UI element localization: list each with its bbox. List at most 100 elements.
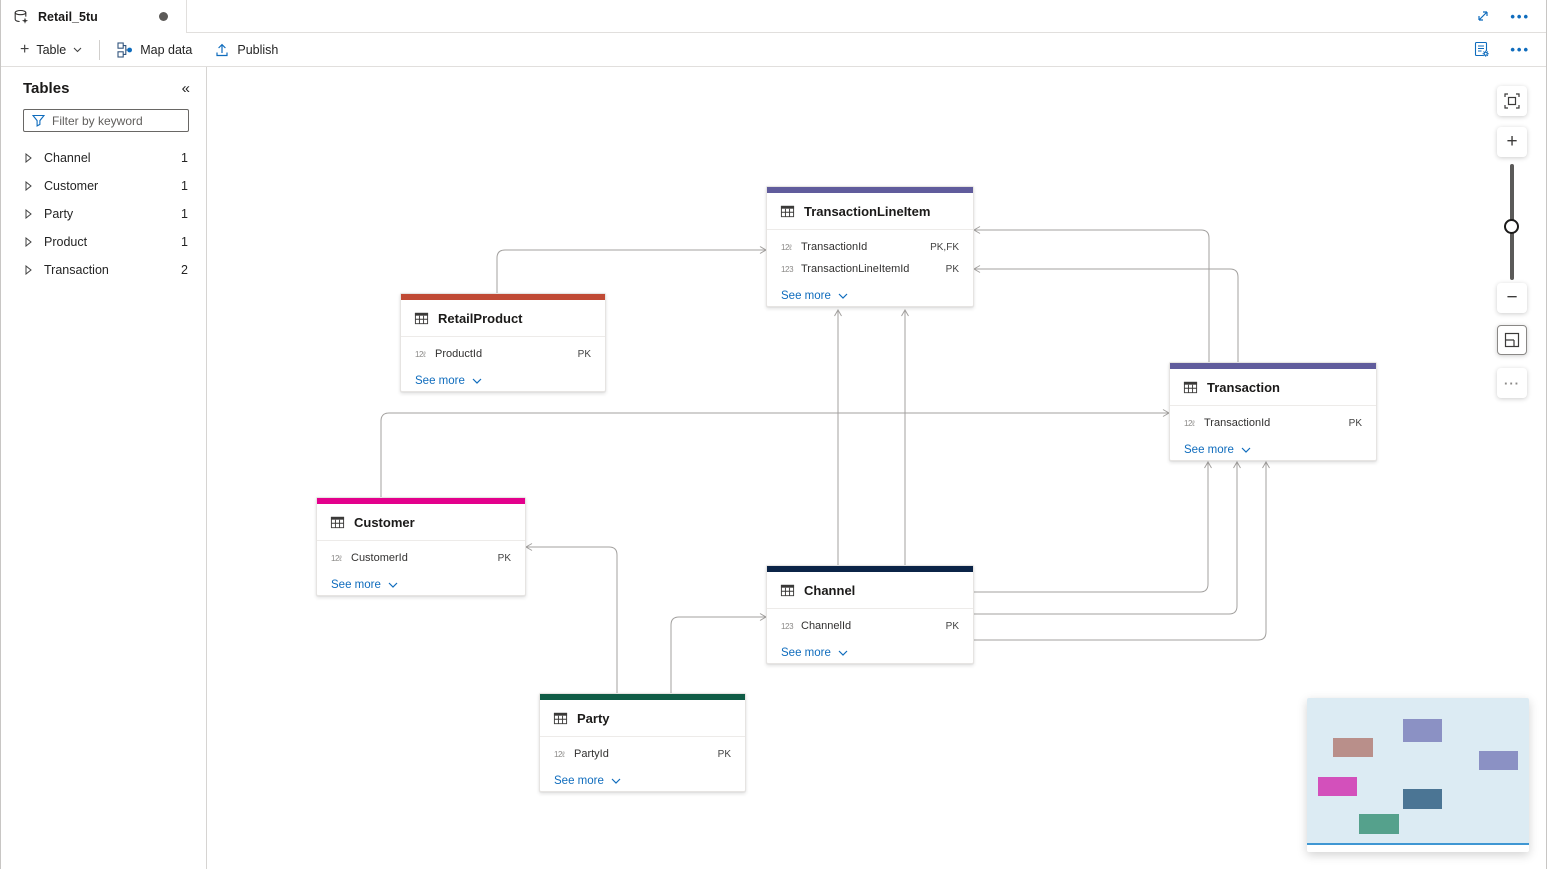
table-icon bbox=[1183, 380, 1198, 395]
entity-title: Transaction bbox=[1207, 379, 1280, 395]
see-more-link[interactable]: See more bbox=[767, 280, 973, 306]
toolbar: + Table Map data Publish bbox=[1, 33, 1546, 67]
entity-header: TransactionLineItem bbox=[767, 193, 973, 230]
minimap[interactable] bbox=[1307, 698, 1529, 852]
chevron-right-icon[interactable] bbox=[25, 265, 32, 275]
table-name-label: Transaction bbox=[44, 263, 109, 277]
table-count-badge: 2 bbox=[181, 263, 188, 277]
table-count-badge: 1 bbox=[181, 235, 188, 249]
table-icon bbox=[330, 515, 345, 530]
minimap-rect-TransactionLineItem bbox=[1403, 719, 1442, 742]
sidebar-item-product[interactable]: Product 1 bbox=[1, 228, 206, 256]
entity-color-bar bbox=[317, 498, 525, 504]
entity-header: Customer bbox=[317, 504, 525, 541]
entity-Transaction[interactable]: Transaction 12ℓ TransactionId PK See more bbox=[1169, 362, 1377, 461]
table-icon bbox=[780, 204, 795, 219]
table-name-label: Customer bbox=[44, 179, 99, 193]
view-settings-icon[interactable] bbox=[1473, 41, 1490, 58]
field-key-badge: PK,FK bbox=[930, 241, 959, 253]
entity-color-bar bbox=[401, 294, 605, 300]
add-table-button[interactable]: + Table bbox=[9, 33, 93, 66]
see-more-link[interactable]: See more bbox=[1170, 434, 1376, 460]
see-more-link[interactable]: See more bbox=[540, 765, 745, 791]
see-more-link[interactable]: See more bbox=[317, 569, 525, 595]
entity-title: TransactionLineItem bbox=[804, 203, 931, 219]
entity-RetailProduct[interactable]: RetailProduct 12ℓ ProductId PK See more bbox=[400, 293, 606, 392]
see-more-link[interactable]: See more bbox=[767, 637, 973, 663]
entity-color-bar bbox=[767, 187, 973, 193]
entity-header: Party bbox=[540, 700, 745, 737]
field-key-badge: PK bbox=[945, 620, 959, 632]
field-type-icon: 12ℓ bbox=[781, 242, 792, 252]
entity-fields: 12ℓ TransactionId PK bbox=[1170, 406, 1376, 434]
minimap-rect-Customer bbox=[1318, 777, 1357, 796]
table-name-label: Product bbox=[44, 235, 88, 249]
field-row-TransactionLineItemId: 123 TransactionLineItemId PK bbox=[767, 258, 973, 280]
map-data-button[interactable]: Map data bbox=[106, 33, 203, 66]
entity-fields: 12ℓ ProductId PK bbox=[401, 337, 605, 365]
field-row-CustomerId: 12ℓ CustomerId PK bbox=[317, 547, 525, 569]
field-name: ProductId bbox=[435, 348, 483, 360]
filter-input[interactable] bbox=[52, 113, 180, 128]
relationship-connectors bbox=[380, 226, 1270, 693]
fit-to-screen-button[interactable] bbox=[1497, 86, 1527, 116]
entity-header: Transaction bbox=[1170, 369, 1376, 406]
sidebar-item-transaction[interactable]: Transaction 2 bbox=[1, 256, 206, 284]
relationship-Transaction-to-TransactionLineItem bbox=[973, 226, 1210, 362]
see-more-link[interactable]: See more bbox=[401, 365, 605, 391]
filter-funnel-icon bbox=[32, 114, 45, 127]
zoom-slider-handle[interactable] bbox=[1504, 219, 1519, 234]
filter-input-container bbox=[23, 109, 189, 132]
entity-title: Customer bbox=[354, 514, 415, 530]
minimap-rect-RetailProduct bbox=[1333, 738, 1373, 757]
collapse-sidebar-button[interactable]: « bbox=[181, 80, 190, 97]
field-type-icon: 12ℓ bbox=[554, 749, 565, 759]
entity-Channel[interactable]: Channel 123 ChannelId PK See more bbox=[766, 565, 974, 664]
tab-retail-5tu[interactable]: Retail_5tu bbox=[1, 0, 187, 33]
expand-window-icon[interactable] bbox=[1476, 9, 1490, 23]
field-type-icon: 123 bbox=[781, 621, 794, 631]
field-type-icon: 12ℓ bbox=[331, 553, 342, 563]
field-row-ChannelId: 123 ChannelId PK bbox=[767, 615, 973, 637]
canvas-more-options-button[interactable]: ··· bbox=[1497, 368, 1527, 398]
table-count-badge: 1 bbox=[181, 207, 188, 221]
chevron-right-icon[interactable] bbox=[25, 153, 32, 163]
entity-header: Channel bbox=[767, 572, 973, 609]
chevron-right-icon[interactable] bbox=[25, 237, 32, 247]
database-new-icon bbox=[13, 9, 29, 25]
sidebar-item-party[interactable]: Party 1 bbox=[1, 200, 206, 228]
entity-header: RetailProduct bbox=[401, 300, 605, 337]
toolbar-more-options-button[interactable]: ••• bbox=[1510, 42, 1530, 57]
entity-Customer[interactable]: Customer 12ℓ CustomerId PK See more bbox=[316, 497, 526, 596]
field-type-icon: 12ℓ bbox=[1184, 418, 1195, 428]
chevron-right-icon[interactable] bbox=[25, 209, 32, 219]
relationship-RetailProduct-to-TransactionLineItem bbox=[496, 246, 767, 293]
relationship-Customer-to-Transaction bbox=[380, 409, 1170, 497]
zoom-in-button[interactable]: + bbox=[1497, 127, 1527, 157]
toolbar-divider bbox=[99, 39, 101, 60]
entity-color-bar bbox=[767, 566, 973, 572]
minimap-toggle-button[interactable] bbox=[1497, 325, 1527, 355]
field-key-badge: PK bbox=[577, 348, 591, 360]
sidebar-item-channel[interactable]: Channel 1 bbox=[1, 144, 206, 172]
entity-Party[interactable]: Party 12ℓ PartyId PK See more bbox=[539, 693, 746, 792]
minimap-area bbox=[1307, 698, 1529, 843]
entity-fields: 123 ChannelId PK bbox=[767, 609, 973, 637]
field-name: ChannelId bbox=[801, 620, 852, 632]
tab-bar: Retail_5tu ••• bbox=[1, 0, 1546, 33]
sidebar-item-customer[interactable]: Customer 1 bbox=[1, 172, 206, 200]
add-table-label: Table bbox=[36, 42, 67, 57]
field-type-icon: 12ℓ bbox=[415, 349, 426, 359]
publish-button[interactable]: Publish bbox=[203, 33, 289, 66]
chevron-right-icon[interactable] bbox=[25, 181, 32, 191]
tables-tree: Channel 1 Customer 1 Party 1 Product 1 Transacti… bbox=[1, 144, 206, 284]
publish-icon bbox=[216, 43, 228, 56]
entity-TransactionLineItem[interactable]: TransactionLineItem 12ℓ TransactionId PK,FK… bbox=[766, 186, 974, 307]
relationship-Transaction-to-TransactionLineItem bbox=[973, 265, 1239, 362]
zoom-out-button[interactable]: − bbox=[1497, 283, 1527, 313]
see-more-label: See more bbox=[415, 374, 465, 387]
diagram-canvas[interactable]: TransactionLineItem 12ℓ TransactionId PK,FK… bbox=[207, 67, 1546, 869]
field-name: CustomerId bbox=[351, 552, 408, 564]
tab-more-options-button[interactable]: ••• bbox=[1510, 8, 1530, 24]
